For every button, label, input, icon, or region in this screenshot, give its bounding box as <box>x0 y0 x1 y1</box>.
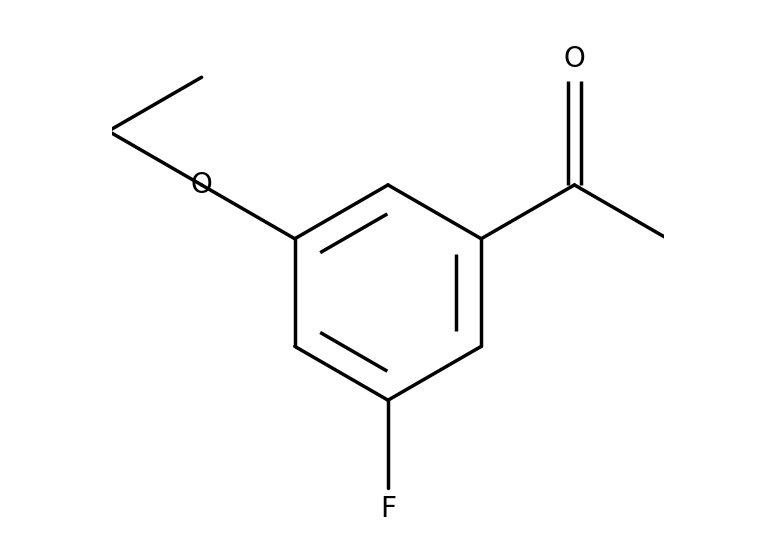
Text: O: O <box>563 45 585 73</box>
Text: F: F <box>380 495 396 523</box>
Text: O: O <box>191 171 213 199</box>
